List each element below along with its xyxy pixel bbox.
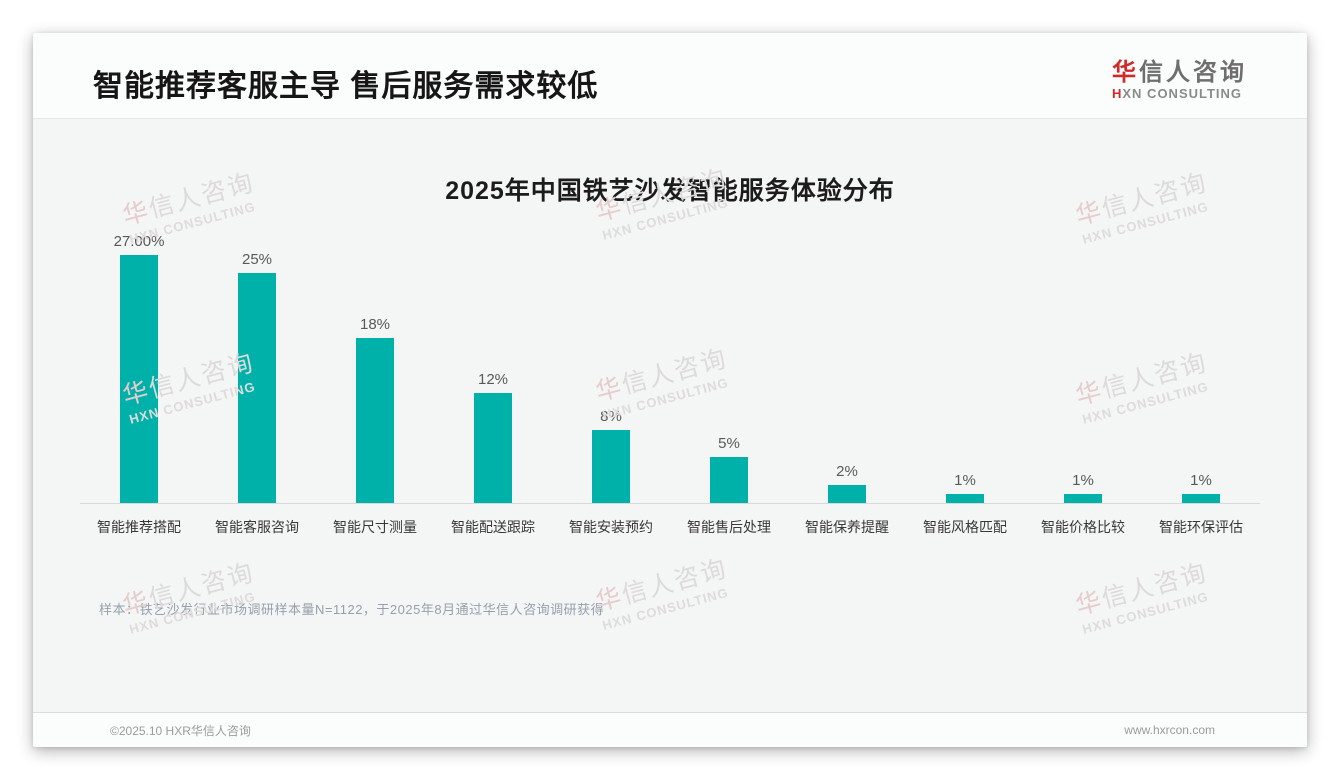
website-url: www.hxrcon.com xyxy=(1124,723,1215,737)
footer: ©2025.10 HXR华信人咨询 www.hxrcon.com xyxy=(33,712,1307,747)
bar xyxy=(1182,494,1220,503)
logo-en-text: HXN CONSULTING xyxy=(1112,86,1247,101)
x-axis-label: 智能保养提醒 xyxy=(805,519,889,535)
bar-value-label: 2% xyxy=(836,463,858,480)
bar-column: 5% xyxy=(670,435,788,503)
bar-column: 12% xyxy=(434,371,552,503)
company-logo: 华信人咨询 HXN CONSULTING xyxy=(1112,50,1247,101)
brand-watermark: 华信人咨询 HXN CONSULTING xyxy=(120,551,287,638)
bar-column: 25% xyxy=(198,251,316,503)
x-axis-label: 智能环保评估 xyxy=(1159,519,1243,535)
x-axis-label: 智能客服咨询 xyxy=(215,519,299,535)
bar-chart: 27.00% 25% 18% 12% 8% 5% 2% 1% 1% 1% 智能推荐搭配 智能客服咨询… xyxy=(80,219,1260,537)
brand-watermark: 华信人咨询 HXN CONSULTING xyxy=(1073,551,1240,638)
logo-cn-first-char: 华 xyxy=(1112,58,1139,86)
logo-cn-rest: 信人咨询 xyxy=(1139,58,1247,86)
bar xyxy=(474,393,512,503)
bar-value-label: 8% xyxy=(600,408,622,425)
bar xyxy=(356,338,394,503)
copyright-text: ©2025.10 HXR华信人咨询 xyxy=(110,723,251,738)
chart-title: 2025年中国铁艺沙发智能服务体验分布 xyxy=(445,177,895,205)
slide-card: 智能推荐客服主导 售后服务需求较低 华信人咨询 HXN CONSULTING 华… xyxy=(33,33,1307,747)
bar-value-label: 12% xyxy=(477,371,509,388)
bar-value-label: 25% xyxy=(241,251,273,268)
bar-column: 2% xyxy=(788,463,906,503)
bar-value-label: 1% xyxy=(954,472,976,489)
bar xyxy=(120,255,158,503)
bar-value-label: 27.00% xyxy=(113,233,165,250)
header: 智能推荐客服主导 售后服务需求较低 华信人咨询 HXN CONSULTING xyxy=(33,33,1307,119)
bar-column: 1% xyxy=(1142,472,1260,503)
x-axis-label: 智能安装预约 xyxy=(569,519,653,535)
brand-watermark: 华信人咨询 HXN CONSULTING xyxy=(593,547,760,634)
bar-plot: 27.00% 25% 18% 12% 8% 5% 2% 1% 1% 1% xyxy=(80,219,1260,504)
x-axis-label: 智能售后处理 xyxy=(687,519,771,535)
bar xyxy=(592,430,630,503)
bar xyxy=(238,273,276,503)
x-axis-label: 智能配送跟踪 xyxy=(451,519,535,535)
bar-column: 1% xyxy=(1024,472,1142,503)
x-axis-label: 智能风格匹配 xyxy=(923,519,1007,535)
bar xyxy=(710,457,748,503)
logo-cn-text: 华信人咨询 xyxy=(1112,58,1247,86)
x-axis-label: 智能尺寸测量 xyxy=(333,519,417,535)
bar-column: 27.00% xyxy=(80,233,198,503)
page-title: 智能推荐客服主导 售后服务需求较低 xyxy=(93,69,599,103)
bar xyxy=(1064,494,1102,503)
x-axis-label: 智能价格比较 xyxy=(1041,519,1125,535)
chart-section: 华信人咨询 HXN CONSULTING 华信人咨询 HXN CONSULTING 华信… xyxy=(33,119,1307,712)
logo-en-rest: XN CONSULTING xyxy=(1122,86,1243,102)
bar xyxy=(946,494,984,503)
sample-footnote: 样本：铁艺沙发行业市场调研样本量N=1122，于2025年8月通过华信人咨询调研… xyxy=(99,602,605,617)
logo-en-first-char: H xyxy=(1112,86,1123,102)
bar-value-label: 18% xyxy=(359,316,391,333)
bar-value-label: 1% xyxy=(1190,472,1212,489)
bar-column: 18% xyxy=(316,316,434,503)
x-axis-labels: 智能推荐搭配 智能客服咨询 智能尺寸测量 智能配送跟踪 智能安装预约 智能售后处理 智能保养… xyxy=(80,517,1260,537)
bar-column: 1% xyxy=(906,472,1024,503)
bar-column: 8% xyxy=(552,408,670,503)
x-axis-label: 智能推荐搭配 xyxy=(97,519,181,535)
bar xyxy=(828,485,866,503)
bar-value-label: 5% xyxy=(718,435,740,452)
bar-value-label: 1% xyxy=(1072,472,1094,489)
